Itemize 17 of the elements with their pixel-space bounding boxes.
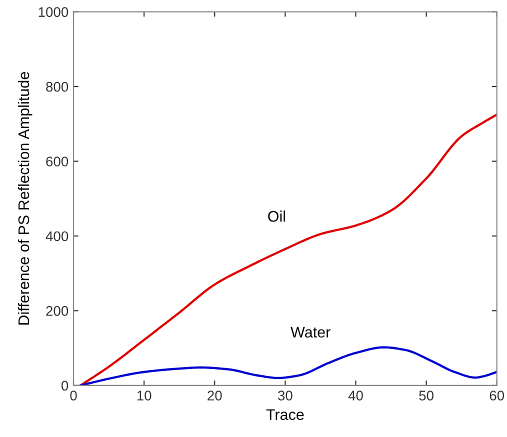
y-tick-label: 200 [46, 306, 68, 316]
y-axis-title: Difference of PS Reflection Amplitude [18, 72, 32, 325]
y-tick-label: 800 [46, 82, 68, 92]
x-tick-label: 60 [490, 390, 504, 400]
x-tick-label: 0 [70, 390, 77, 400]
y-tick-label: 400 [46, 231, 68, 242]
x-tick-label: 20 [208, 390, 222, 400]
series-label: Water [290, 326, 330, 338]
series-label: Oil [268, 210, 286, 222]
x-axis-title: Trace [266, 409, 304, 420]
x-tick-label: 10 [137, 390, 152, 400]
y-tick-label: 0 [61, 380, 68, 391]
y-tick-label: 600 [46, 156, 68, 166]
x-tick-label: 30 [278, 390, 292, 400]
x-tick-label: 50 [419, 390, 434, 400]
y-tick-label: 1000 [38, 7, 68, 17]
x-tick-label: 40 [348, 390, 363, 400]
